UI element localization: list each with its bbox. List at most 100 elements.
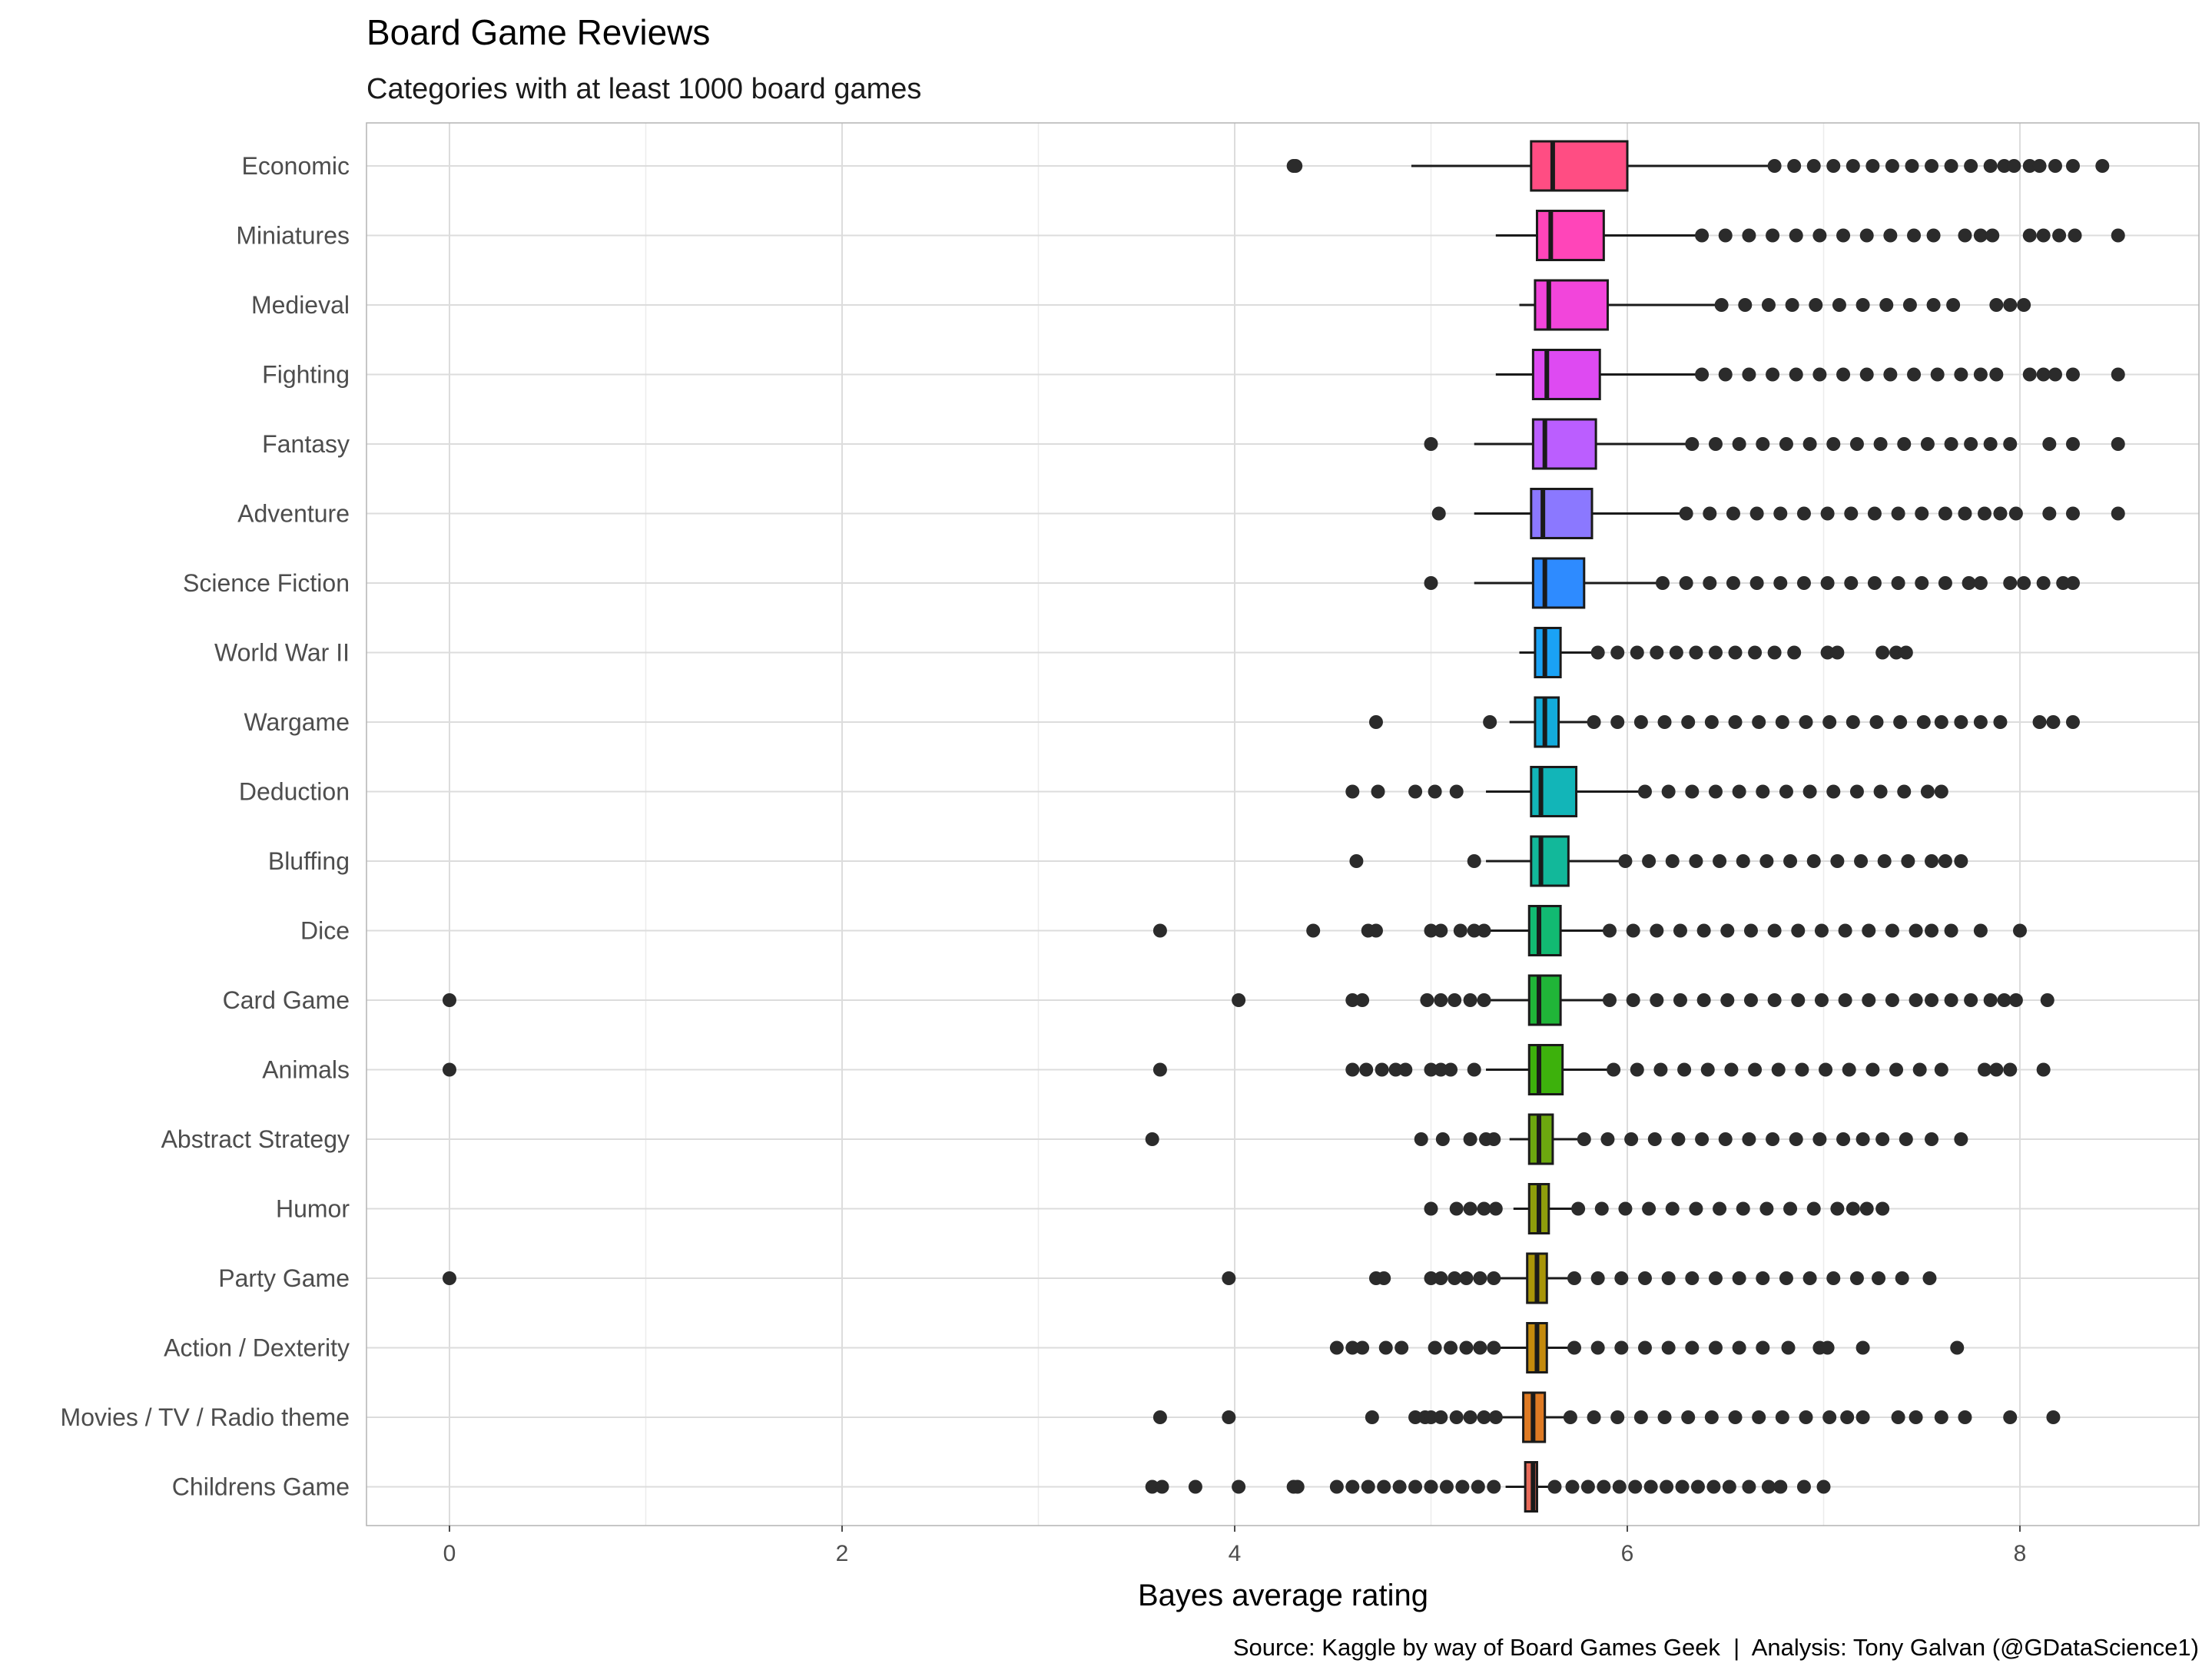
category-label: Abstract Strategy bbox=[161, 1125, 350, 1153]
outlier-point bbox=[1420, 993, 1434, 1007]
outlier-point bbox=[1660, 1479, 1674, 1494]
outlier-point bbox=[1785, 298, 1799, 312]
outlier-point bbox=[1726, 506, 1740, 521]
outlier-point bbox=[1673, 993, 1687, 1007]
outlier-point bbox=[1809, 298, 1823, 312]
outlier-point bbox=[1895, 1271, 1909, 1285]
outlier-point bbox=[1773, 506, 1788, 521]
boxplot-deduction bbox=[1345, 766, 1948, 817]
outlier-point bbox=[1565, 1479, 1580, 1494]
outlier-point bbox=[1408, 784, 1423, 799]
outlier-point bbox=[1628, 1479, 1643, 1494]
outlier-point bbox=[1428, 784, 1442, 799]
outlier-point bbox=[1467, 1062, 1481, 1077]
outlier-point bbox=[1650, 923, 1664, 938]
category-label: Humor bbox=[276, 1195, 350, 1223]
outlier-point bbox=[1830, 854, 1845, 868]
outlier-point bbox=[1603, 993, 1617, 1007]
outlier-point bbox=[1756, 1340, 1770, 1355]
outlier-point bbox=[1473, 1340, 1487, 1355]
outlier-point bbox=[1950, 1340, 1965, 1355]
outlier-point bbox=[1650, 645, 1664, 660]
outlier-point bbox=[1444, 1340, 1458, 1355]
outlier-point bbox=[2065, 715, 2080, 729]
outlier-point bbox=[1756, 784, 1770, 799]
outlier-point bbox=[1925, 854, 1939, 868]
outlier-point bbox=[1487, 1271, 1501, 1285]
outlier-point bbox=[1773, 576, 1788, 590]
outlier-point bbox=[1883, 367, 1898, 382]
outlier-point bbox=[1708, 1340, 1723, 1355]
outlier-point bbox=[1732, 1340, 1746, 1355]
outlier-point bbox=[1775, 715, 1789, 729]
outlier-point bbox=[1610, 715, 1625, 729]
outlier-point bbox=[1713, 854, 1727, 868]
outlier-point bbox=[2036, 576, 2051, 590]
outlier-point bbox=[2065, 437, 2080, 451]
outlier-point bbox=[1685, 1271, 1700, 1285]
outlier-point bbox=[1424, 1271, 1438, 1285]
outlier-point bbox=[1849, 1271, 1864, 1285]
outlier-point bbox=[1689, 645, 1703, 660]
outlier-point bbox=[1377, 1271, 1391, 1285]
boxplot-miniatures bbox=[1495, 210, 2125, 261]
outlier-point bbox=[1368, 715, 1383, 729]
outlier-point bbox=[1349, 854, 1364, 868]
outlier-point bbox=[1145, 1479, 1159, 1494]
box bbox=[1531, 418, 1597, 470]
outlier-point bbox=[2046, 715, 2061, 729]
outlier-point bbox=[1671, 1132, 1686, 1146]
outlier-point bbox=[1703, 576, 1717, 590]
outlier-point bbox=[1459, 1271, 1474, 1285]
outlier-point bbox=[1587, 1410, 1601, 1424]
outlier-point bbox=[1695, 367, 1710, 382]
outlier-point bbox=[1597, 1479, 1611, 1494]
outlier-point bbox=[1738, 298, 1753, 312]
outlier-point bbox=[1752, 715, 1766, 729]
outlier-point bbox=[1657, 715, 1672, 729]
outlier-point bbox=[2111, 437, 2125, 451]
outlier-point bbox=[2065, 506, 2080, 521]
outlier-point bbox=[1477, 993, 1491, 1007]
outlier-point bbox=[1614, 1271, 1629, 1285]
category-label: Miniatures bbox=[236, 222, 350, 250]
outlier-point bbox=[1812, 367, 1827, 382]
outlier-point bbox=[1708, 1271, 1723, 1285]
boxplot-childrens-game bbox=[1145, 1461, 1831, 1513]
outlier-point bbox=[1836, 1132, 1851, 1146]
boxplot-world-war-ii bbox=[1519, 627, 1913, 678]
outlier-point bbox=[1355, 1340, 1370, 1355]
outlier-point bbox=[2042, 437, 2057, 451]
outlier-point bbox=[1145, 1132, 1159, 1146]
outlier-point bbox=[1487, 1479, 1501, 1494]
panel-border bbox=[366, 122, 2200, 1526]
x-tick-label: 0 bbox=[443, 1541, 456, 1566]
outlier-point bbox=[1288, 159, 1303, 173]
outlier-point bbox=[1855, 1340, 1870, 1355]
outlier-point bbox=[443, 1062, 456, 1077]
outlier-point bbox=[1748, 1062, 1763, 1077]
category-label: Economic bbox=[242, 152, 350, 180]
outlier-point bbox=[1989, 298, 2004, 312]
outlier-point bbox=[1665, 1201, 1680, 1216]
outlier-point bbox=[1756, 1271, 1770, 1285]
outlier-point bbox=[1612, 1479, 1627, 1494]
outlier-point bbox=[1232, 993, 1246, 1007]
outlier-point bbox=[1905, 159, 1919, 173]
outlier-point bbox=[1743, 923, 1758, 938]
boxplot-abstract-strategy bbox=[1145, 1113, 1968, 1165]
category-label: Card Game bbox=[223, 986, 350, 1014]
outlier-point bbox=[1766, 228, 1780, 243]
outlier-point bbox=[1962, 576, 1976, 590]
box bbox=[1534, 279, 1609, 331]
outlier-point bbox=[1993, 715, 2008, 729]
outlier-point bbox=[1846, 715, 1860, 729]
box bbox=[1527, 1044, 1564, 1095]
outlier-point bbox=[1779, 784, 1793, 799]
outlier-point bbox=[1822, 1410, 1837, 1424]
box bbox=[1531, 557, 1586, 609]
outlier-point bbox=[1329, 1479, 1344, 1494]
outlier-point bbox=[1973, 367, 1988, 382]
outlier-point bbox=[1395, 1340, 1409, 1355]
outlier-point bbox=[1983, 437, 1998, 451]
